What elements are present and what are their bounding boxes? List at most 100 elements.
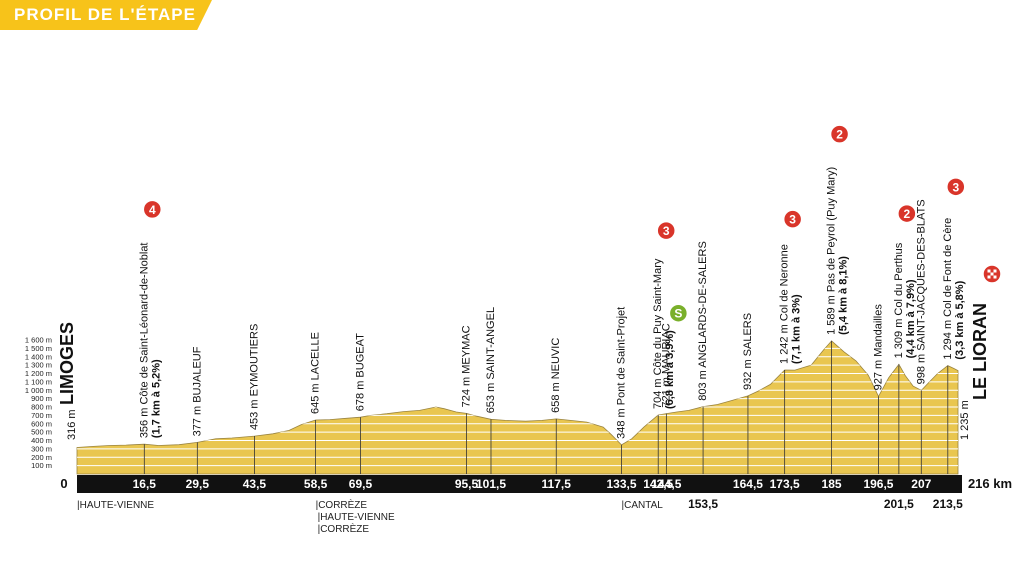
waypoint-label: 356 m Côte de Saint-Léonard-de-Noblat [138, 242, 150, 438]
waypoint-text: 803 m ANGLARDS-DE-SALERS [697, 241, 709, 401]
x-tick-label: 43,5 [243, 477, 267, 491]
climb-stats: (5,4 km à 8,1%) [838, 256, 850, 335]
badge-label: 3 [663, 224, 670, 238]
x-tick-label: 117,5 [542, 477, 572, 491]
kom-category-badge-icon [897, 203, 917, 224]
x-tick-label-secondary: 201,5 [884, 497, 914, 511]
waypoint-label: 1 309 m Col du Perthus [893, 242, 905, 358]
waypoint-label: 998 m SAINT-JACQUES-DES-BLATS [915, 199, 927, 384]
y-tick-label: 500 m [31, 428, 52, 437]
waypoint-text: 1 294 m Col de Font de Cère [942, 218, 954, 360]
x-tick-label: 133,5 [606, 477, 636, 491]
x-tick-label: 101,5 [476, 477, 506, 491]
y-tick-label: 200 m [31, 453, 52, 462]
waypoint-text: 724 m MEYMAC [461, 325, 473, 407]
finish-flag-square [987, 275, 991, 279]
badge-label: S [674, 307, 682, 321]
waypoint-text: 1 589 m Pas de Peyrol (Puy Mary) [826, 167, 838, 335]
y-tick-label: 1 400 m [25, 352, 52, 361]
x-tick-label: 144,5 [651, 477, 681, 491]
y-tick-label: 600 m [31, 419, 52, 428]
y-tick-label: 800 m [31, 403, 52, 412]
finish-flag-square [993, 269, 997, 273]
x-tick-label: 95,5 [455, 477, 479, 491]
waypoint-label: 1 235 m [959, 400, 971, 440]
x-tick-label: 207 [911, 477, 931, 491]
x-tick-label: 142,5 [643, 477, 673, 491]
climb-stats: (3,3 km à 5,8%) [954, 280, 966, 359]
waypoint-text: 704 m Côte du Puy Saint-Mary [652, 258, 664, 409]
x-tick-label: 196,5 [863, 477, 893, 491]
badge-label: 3 [952, 180, 959, 194]
title-banner: PROFIL DE L'ÉTAPE [0, 0, 212, 30]
badge-label: 2 [904, 207, 911, 221]
x-tick-label: 16,5 [133, 477, 157, 491]
place-name: LE LIORAN [970, 303, 990, 400]
waypoint-label: 1 589 m Pas de Peyrol (Puy Mary) [826, 167, 838, 335]
waypoint-label: 453 m EYMOUTIERS [248, 324, 260, 430]
x-tick-label: 173,5 [770, 477, 800, 491]
region-label: |CORRÈZE [316, 498, 368, 511]
waypoint-label: 678 m BUGEAT [354, 333, 366, 411]
waypoint-label: 927 m Mandailles [872, 304, 884, 391]
waypoint-label: 1 294 m Col de Font de Cère [942, 218, 954, 360]
y-tick-label: 1 300 m [25, 361, 52, 370]
waypoint-text: 1 235 m [959, 400, 971, 440]
climb-stats: (6,8 km à 3,9%) [664, 330, 676, 409]
sprint-badge-icon [668, 303, 689, 323]
y-tick-label: 1 500 m [25, 344, 52, 353]
y-tick-label: 1 600 m [25, 336, 52, 345]
region-label: |CANTAL [622, 500, 664, 511]
x-tick-label: 29,5 [186, 477, 210, 491]
region-label: |HAUTE-VIENNE [318, 512, 395, 523]
waypoint-text: 927 m Mandailles [872, 304, 884, 391]
waypoint-text: 645 m LACELLE [310, 332, 322, 414]
waypoint-label: 721 m MAURIAC [660, 323, 672, 407]
waypoint-text: 721 m MAURIAC [660, 323, 672, 407]
waypoint-text: 453 m EYMOUTIERS [248, 324, 260, 430]
waypoint-label: 803 m ANGLARDS-DE-SALERS [697, 241, 709, 401]
climb-stats: (7,1 km à 3%) [791, 294, 803, 364]
elevation-area [76, 340, 959, 475]
waypoint-text: 678 m BUGEAT [354, 333, 366, 411]
region-label: |HAUTE-VIENNE [77, 500, 154, 511]
waypoint-text: 998 m SAINT-JACQUES-DES-BLATS [915, 199, 927, 384]
waypoint-text: 1 309 m Col du Perthus [893, 242, 905, 358]
waypoint-text: 932 m SALERS [742, 313, 754, 390]
waypoint-label: 704 m Côte du Puy Saint-Mary [652, 258, 664, 409]
waypoint-text: 356 m Côte de Saint-Léonard-de-Noblat [138, 242, 150, 438]
waypoint-text: 377 m BUJALEUF [191, 346, 203, 436]
waypoint-text: 316 m [66, 409, 78, 440]
y-tick-label: 900 m [31, 394, 52, 403]
x-axis-bar [77, 475, 962, 493]
waypoint-label: 653 m SAINT-ANGEL [485, 307, 497, 413]
finish-flag-square [993, 275, 997, 279]
waypoint-text: 1 242 m Col de Neronne [779, 244, 791, 364]
kom-category-badge-icon [829, 124, 850, 144]
badge-label: 3 [789, 213, 796, 227]
kom-category-badge-icon [656, 220, 676, 241]
y-tick-label: 700 m [31, 411, 52, 420]
y-tick-label: 300 m [31, 444, 52, 453]
waypoint-text: 658 m NEUVIC [550, 338, 562, 413]
waypoint-text: 653 m SAINT-ANGEL [485, 307, 497, 413]
waypoint-label: 316 m [66, 409, 78, 440]
x-tick-label: 185 [822, 477, 842, 491]
waypoint-label: 377 m BUJALEUF [191, 346, 203, 436]
page-title: PROFIL DE L'ÉTAPE [14, 5, 196, 24]
region-label: |CORRÈZE [318, 522, 370, 535]
kom-category-badge-icon [946, 177, 966, 197]
x-tick-label: 216 km [968, 476, 1012, 491]
finish-flag-square [990, 272, 994, 276]
finish-flag-square [987, 269, 991, 273]
waypoint-text: 348 m Pont de Saint-Projet [616, 307, 628, 439]
waypoint-label: 724 m MEYMAC [461, 325, 473, 407]
waypoint-label: 348 m Pont de Saint-Projet [616, 307, 628, 439]
place-name: LIMOGES [57, 322, 77, 405]
badge-label: 4 [149, 203, 156, 217]
x-tick-label-secondary: 213,5 [933, 497, 963, 511]
x-tick-label: 164,5 [733, 477, 763, 491]
waypoint-label: 645 m LACELLE [310, 332, 322, 414]
climb-stats: (1,7 km à 5,2%) [150, 359, 162, 438]
